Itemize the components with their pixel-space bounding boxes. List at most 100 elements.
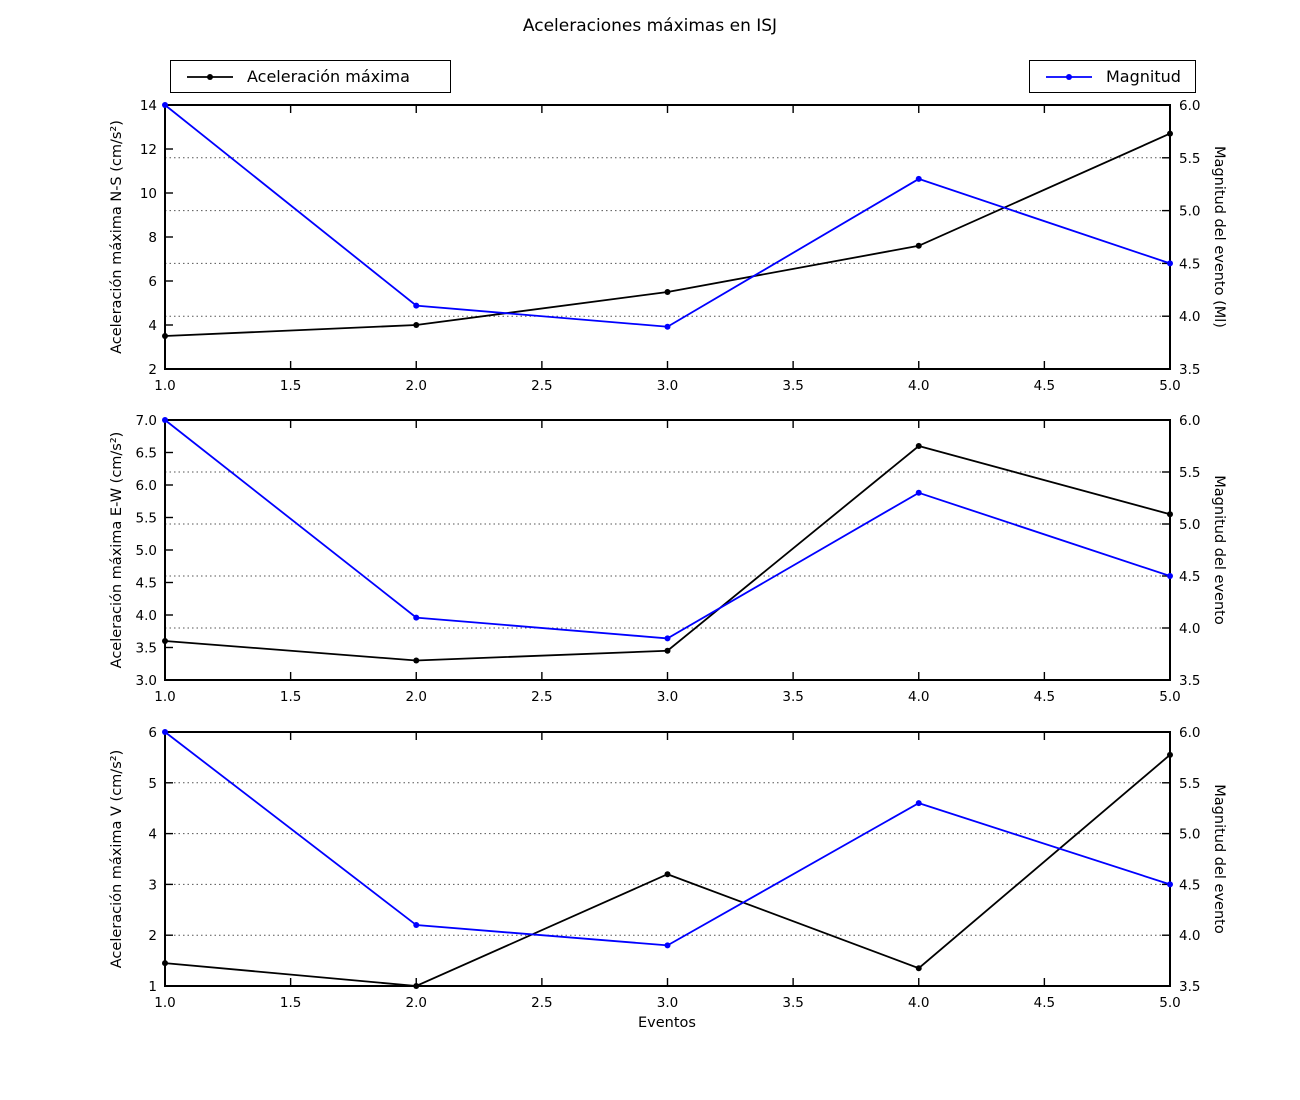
x-tick-label: 1.5 bbox=[280, 689, 301, 705]
data-point-marker bbox=[1167, 881, 1173, 888]
x-tick-label: 1.5 bbox=[280, 995, 301, 1011]
x-tick-label: 3.0 bbox=[657, 995, 678, 1011]
data-point-marker bbox=[413, 302, 420, 309]
x-tick-label: 3.0 bbox=[657, 378, 678, 394]
y-tick-label-right: 5.0 bbox=[1179, 517, 1200, 533]
axes-frame bbox=[164, 731, 1171, 987]
y-tick-label-left: 4.5 bbox=[136, 576, 157, 592]
data-point-marker bbox=[1167, 751, 1173, 758]
y-tick-label-right: 4.5 bbox=[1179, 877, 1200, 893]
data-point-marker bbox=[162, 102, 168, 108]
y-tick-label-left: 3 bbox=[148, 877, 157, 893]
y-tick-label-right: 5.5 bbox=[1179, 776, 1200, 792]
y-tick-label-right: 3.5 bbox=[1179, 673, 1200, 689]
data-point-marker bbox=[664, 323, 671, 330]
y-tick-label-left: 5.5 bbox=[136, 511, 157, 527]
data-point-marker bbox=[162, 638, 168, 644]
data-point-marker bbox=[413, 922, 420, 929]
data-point-marker bbox=[664, 871, 671, 878]
y-tick-label-left: 10 bbox=[140, 186, 157, 202]
data-point-marker bbox=[915, 489, 922, 496]
y-tick-label-left: 8 bbox=[148, 230, 157, 246]
y-tick-label-right: 3.5 bbox=[1179, 362, 1200, 378]
ylabel-ew-right: Magnitud del evento bbox=[1211, 475, 1227, 625]
data-point-marker bbox=[915, 965, 922, 972]
x-tick-label: 3.5 bbox=[782, 995, 803, 1011]
data-point-marker bbox=[915, 175, 922, 182]
y-tick-label-left: 5.0 bbox=[136, 543, 157, 559]
legend-magnitude-label: Magnitud bbox=[1106, 67, 1181, 86]
x-tick-label: 2.5 bbox=[531, 378, 552, 394]
data-point-marker bbox=[915, 800, 922, 807]
data-point-marker bbox=[915, 242, 922, 249]
axes-frame bbox=[164, 419, 1171, 681]
data-point-marker bbox=[162, 960, 168, 967]
y-tick-label-left: 4 bbox=[148, 827, 157, 843]
data-point-marker bbox=[1167, 573, 1173, 579]
x-tick-label: 3.0 bbox=[657, 689, 678, 705]
y-tick-label-right: 5.5 bbox=[1179, 151, 1200, 167]
y-tick-label-right: 5.0 bbox=[1179, 827, 1200, 843]
y-tick-label-left: 14 bbox=[140, 98, 157, 114]
y-tick-label-left: 12 bbox=[140, 142, 157, 158]
ylabel-v-right: Magnitud del evento bbox=[1211, 784, 1227, 934]
magnitude-series-line bbox=[164, 419, 1171, 640]
y-tick-label-right: 4.0 bbox=[1179, 928, 1200, 944]
x-tick-label: 2.0 bbox=[406, 689, 427, 705]
y-tick-label-right: 4.5 bbox=[1179, 569, 1200, 585]
accel-series-line bbox=[164, 132, 1171, 337]
x-tick-label: 4.5 bbox=[1034, 689, 1055, 705]
x-tick-label: 4.0 bbox=[908, 995, 929, 1011]
data-point-marker bbox=[664, 635, 671, 642]
x-tick-label: 4.5 bbox=[1034, 995, 1055, 1011]
ylabel-v-left: Aceleración máxima V (cm/s²) bbox=[109, 749, 125, 969]
data-point-marker bbox=[413, 614, 420, 621]
subplot-2: 1.0 1.5 2.0 2.5 3.0 3.5 4.0 4.5 5.0 1 2 3 4 5 6 3.5 4.0 4… bbox=[148, 725, 1200, 1011]
accel-line-sample-icon bbox=[187, 73, 233, 80]
magnitude-line-sample-icon bbox=[1046, 73, 1092, 80]
data-point-marker bbox=[1167, 260, 1173, 267]
y-tick-label-right: 4.0 bbox=[1179, 621, 1200, 637]
figure-title: Aceleraciones máximas en ISJ bbox=[522, 16, 778, 36]
y-tick-label-left: 2 bbox=[148, 928, 157, 944]
x-tick-label: 2.5 bbox=[531, 689, 552, 705]
x-tick-label: 1.0 bbox=[154, 378, 175, 394]
data-point-marker bbox=[413, 322, 420, 328]
y-tick-label-left: 1 bbox=[148, 979, 157, 995]
y-tick-label-left: 4.0 bbox=[136, 608, 157, 624]
ylabel-ew-left: Aceleración máxima E-W (cm/s²) bbox=[109, 431, 125, 669]
y-tick-label-left: 5 bbox=[148, 776, 157, 792]
y-tick-label-right: 4.5 bbox=[1179, 256, 1200, 272]
subplot-0: 1.0 1.5 2.0 2.5 3.0 3.5 4.0 4.5 5.0 2 4 6 8 10 12 14 3.5… bbox=[140, 98, 1201, 394]
y-tick-label-left: 2 bbox=[148, 362, 157, 378]
x-tick-label: 1.0 bbox=[154, 995, 175, 1011]
subplot-1: 1.0 1.5 2.0 2.5 3.0 3.5 4.0 4.5 5.0 3.0 3.5 4.0 4.5 5… bbox=[136, 413, 1201, 705]
data-point-marker bbox=[1167, 511, 1173, 518]
ylabel-ns-right: Magnitud del evento (Ml) bbox=[1211, 146, 1227, 328]
data-point-marker bbox=[915, 443, 922, 449]
y-tick-label-left: 6 bbox=[148, 274, 157, 290]
y-tick-label-right: 6.0 bbox=[1179, 413, 1200, 429]
x-tick-label: 3.5 bbox=[782, 378, 803, 394]
y-tick-label-left: 3.5 bbox=[136, 641, 157, 657]
x-tick-label: 5.0 bbox=[1159, 689, 1180, 705]
x-tick-label: 1.0 bbox=[154, 689, 175, 705]
x-tick-label: 4.5 bbox=[1034, 378, 1055, 394]
y-tick-label-right: 4.0 bbox=[1179, 309, 1200, 325]
y-tick-label-right: 5.5 bbox=[1179, 465, 1200, 481]
y-tick-label-right: 6.0 bbox=[1179, 725, 1200, 741]
legend-aceleracion-maxima: Aceleración máxima bbox=[170, 60, 451, 93]
x-tick-label: 2.0 bbox=[406, 995, 427, 1011]
accel-series-line bbox=[164, 445, 1171, 662]
y-tick-label-left: 6.0 bbox=[136, 478, 157, 494]
axes-frame bbox=[164, 104, 1171, 370]
x-tick-label: 4.0 bbox=[908, 689, 929, 705]
y-tick-label-left: 4 bbox=[148, 318, 157, 334]
accel-series-line bbox=[164, 754, 1171, 987]
y-tick-label-right: 5.0 bbox=[1179, 204, 1200, 220]
data-point-marker bbox=[413, 657, 420, 664]
x-tick-label: 2.5 bbox=[531, 995, 552, 1011]
data-point-marker bbox=[664, 942, 671, 949]
data-point-marker bbox=[664, 289, 671, 295]
